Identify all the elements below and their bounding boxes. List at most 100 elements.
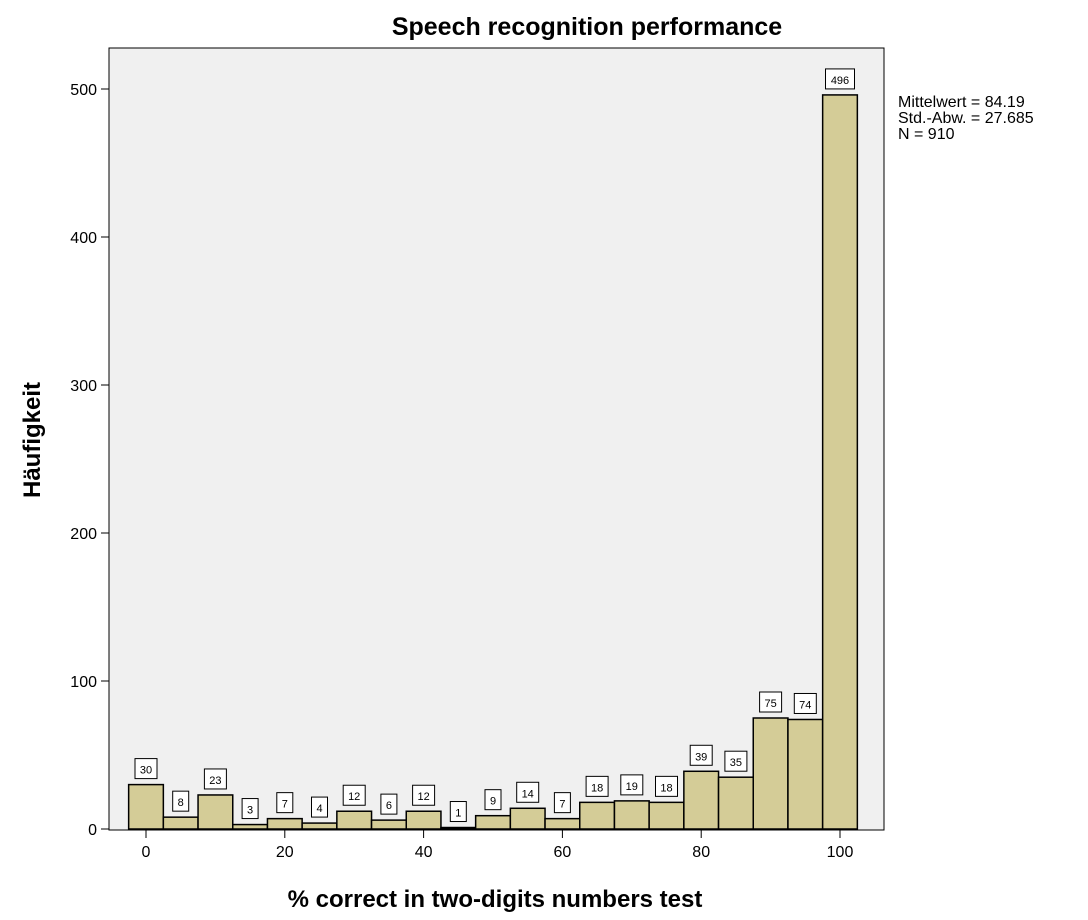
x-tick-label: 40 [415,844,433,861]
histogram-bar [440,826,477,830]
data-label: 7 [553,792,571,814]
histogram-bar [474,814,512,830]
histogram-bar [266,817,303,830]
data-label: 1 [449,801,467,823]
data-label-box [553,792,571,814]
data-label-box [276,792,294,814]
data-label-text: 74 [799,699,811,711]
data-label-text: 8 [178,797,184,809]
data-label: 74 [793,692,817,714]
data-label-text: 14 [522,788,534,800]
data-label: 4 [311,796,328,818]
histogram-bar [613,800,650,830]
histogram-bar [752,717,789,830]
data-label-box [585,775,609,797]
x-tick-label: 0 [142,844,151,861]
histogram-bar [127,783,165,830]
data-label: 18 [585,775,609,797]
x-tick-label: 80 [692,844,710,861]
data-label-box [724,750,748,772]
histogram-bar [370,819,407,830]
data-label-box [134,758,158,780]
x-tick-label: 20 [276,844,294,861]
data-label-box [689,744,713,766]
data-label-text: 75 [764,698,776,710]
data-label: 75 [759,691,783,713]
stats-line: Mittelwert = 84.19 [898,94,1025,111]
x-axis-title: % correct in two-digits numbers test [288,886,703,913]
histogram-bar [162,816,199,830]
data-label-text: 35 [730,757,742,769]
data-label-text: 9 [490,796,496,808]
data-label: 39 [689,744,713,766]
data-label: 496 [825,68,855,90]
data-label-text: 19 [626,781,638,793]
data-label-text: 23 [209,775,221,787]
data-label-box [655,775,678,797]
data-label-text: 496 [831,75,849,87]
histogram-bar [648,801,685,830]
data-label-text: 18 [660,782,672,794]
chart-title: Speech recognition performance [392,13,782,41]
y-tick-label: 300 [70,378,97,395]
plot-area [108,47,885,831]
data-label-box [203,768,227,790]
data-label-box [484,789,502,811]
data-label-text: 6 [386,800,392,812]
stats-line: N = 910 [898,126,955,143]
histogram-bar [787,718,824,830]
data-label: 30 [134,758,158,780]
data-label: 18 [655,775,678,797]
data-label-box [759,691,783,713]
data-label-text: 7 [282,799,288,811]
data-label-text: 12 [348,791,360,803]
data-label-text: 7 [559,799,565,811]
y-axis-title: Häufigkeit [19,382,46,498]
histogram-bar [197,794,234,830]
y-tick-label: 500 [70,82,97,99]
stats-line: Std.-Abw. = 27.685 [898,110,1034,127]
histogram-bar [509,807,546,830]
data-label-box [172,790,190,812]
data-label-text: 3 [247,805,253,817]
data-label-text: 18 [591,782,603,794]
x-tick-label: 100 [827,844,854,861]
data-label-text: 4 [316,803,322,815]
data-label: 3 [241,798,259,820]
data-label-box [793,692,817,714]
data-label-box [620,774,644,796]
bars-group [127,94,859,830]
data-label: 35 [724,750,748,772]
histogram-bar [232,823,269,830]
data-label: 12 [342,784,366,806]
y-axis: 0 100 200 300 400 500 [70,82,109,839]
y-tick-label: 400 [70,230,97,247]
data-label-box [412,784,436,806]
y-tick-label: 100 [70,674,97,691]
data-label: 7 [276,792,294,814]
data-label-box [380,793,398,815]
data-label-text: 39 [695,751,707,763]
data-label: 8 [172,790,190,812]
data-label-text: 30 [140,765,152,777]
data-label-text: 12 [417,791,429,803]
histogram-bar [717,776,754,830]
x-axis: 0 20 40 60 80 100 [142,830,854,861]
data-label-box [825,68,855,90]
histogram-bar [579,801,616,830]
y-tick-label: 200 [70,526,97,543]
data-label: 14 [516,781,540,803]
x-tick-label: 60 [554,844,572,861]
data-label-box [516,781,540,803]
histogram-bar [301,822,338,830]
histogram-bar [683,770,720,830]
histogram-bar [544,817,581,830]
data-label-box [449,801,467,823]
histogram-bar [336,810,373,830]
data-label-box [311,796,328,818]
data-label: 19 [620,774,644,796]
data-label: 6 [380,793,398,815]
